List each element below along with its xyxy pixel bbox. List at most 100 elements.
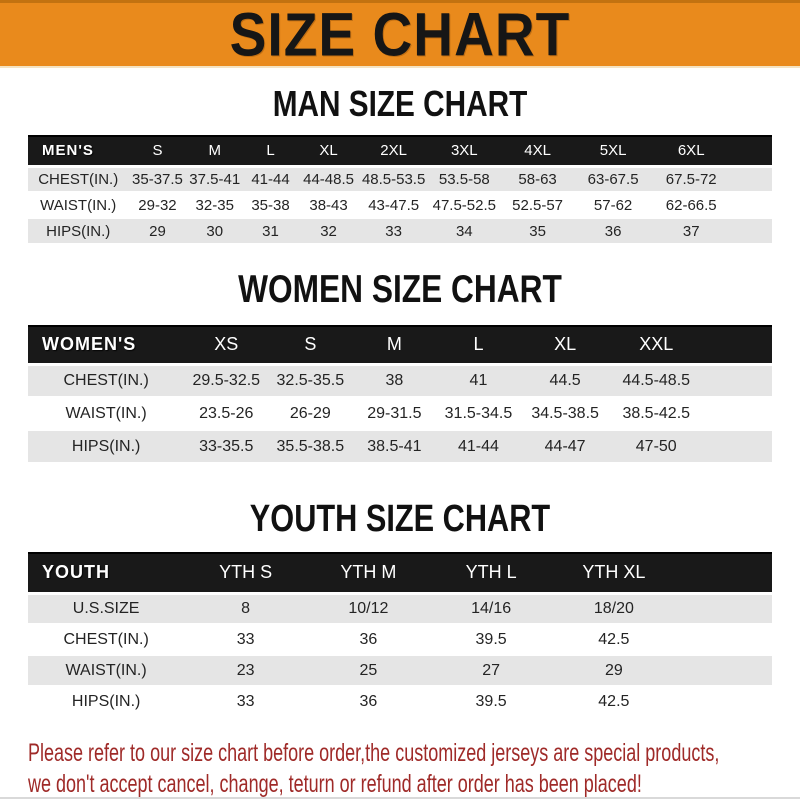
size-value-cell: 32 <box>298 218 360 245</box>
filler-cell <box>675 624 772 656</box>
men-size-table: MEN'S S M L XL 2XL 3XL 4XL 5XL 6XL CHEST(IN.) 35-37… <box>28 135 772 245</box>
table-row: HIPS(IN.) 29 30 31 32 33 34 35 36 37 <box>28 218 772 245</box>
size-value-cell: 35-37.5 <box>128 166 187 193</box>
size-column-header: S <box>128 135 187 168</box>
filler-cell <box>731 218 772 245</box>
size-value-cell: 47-50 <box>609 430 703 464</box>
section-women: WOMEN SIZE CHART WOMEN'S XS S M L XL XXL CHEST(… <box>0 266 800 464</box>
filler-cell <box>675 655 772 687</box>
size-column-header: M <box>186 135 243 168</box>
size-value-cell: 62-66.5 <box>651 192 731 219</box>
size-value-cell: 23.5-26 <box>184 397 269 431</box>
size-value-cell: 31.5-34.5 <box>436 397 521 431</box>
size-value-cell: 44.5-48.5 <box>609 364 703 398</box>
table-row: CHEST(IN.) 29.5-32.5 32.5-35.5 38 41 44.5 44.5… <box>28 364 772 398</box>
size-value-cell: 41-44 <box>243 166 299 193</box>
size-value-cell: 14/16 <box>429 593 553 625</box>
size-value-cell: 41 <box>436 364 521 398</box>
size-column-header: XS <box>184 325 269 366</box>
size-value-cell: 34.5-38.5 <box>520 397 610 431</box>
size-value-cell: 41-44 <box>436 430 521 464</box>
size-value-cell: 39.5 <box>429 624 553 656</box>
size-value-cell: 34 <box>428 218 501 245</box>
size-value-cell: 30 <box>186 218 243 245</box>
table-group-label: WOMEN'S <box>28 325 185 366</box>
measurement-label: CHEST(IN.) <box>28 364 185 398</box>
table-row: WAIST(IN.) 23.5-26 26-29 29-31.5 31.5-34.5 34… <box>28 397 772 431</box>
size-value-cell: 25 <box>306 655 430 687</box>
size-column-header: 5XL <box>574 135 652 168</box>
size-column-header: S <box>268 325 353 366</box>
size-value-cell: 31 <box>243 218 299 245</box>
filler-cell <box>731 135 772 168</box>
table-row: WAIST(IN.) 29-32 32-35 35-38 38-43 43-47.5 47.… <box>28 192 772 219</box>
filler-cell <box>731 192 772 219</box>
size-value-cell: 32.5-35.5 <box>268 364 353 398</box>
section-youth: YOUTH SIZE CHART YOUTH YTH S YTH M YTH L YTH… <box>0 497 800 718</box>
men-size-table-wrap: MEN'S S M L XL 2XL 3XL 4XL 5XL 6XL CHEST(IN.) 35-37… <box>0 135 800 245</box>
size-value-cell: 35 <box>500 218 575 245</box>
size-value-cell: 57-62 <box>574 192 652 219</box>
women-size-table-wrap: WOMEN'S XS S M L XL XXL CHEST(IN.) 29.5-32.5 32.5… <box>0 325 800 464</box>
filler-cell <box>702 325 772 366</box>
filler-cell <box>675 686 772 718</box>
size-chart-banner: SIZE CHART <box>0 0 800 69</box>
size-column-header: XXL <box>609 325 703 366</box>
size-value-cell: 23 <box>184 655 307 687</box>
size-value-cell: 29.5-32.5 <box>184 364 269 398</box>
size-value-cell: 29 <box>552 655 676 687</box>
size-value-cell: 36 <box>306 624 430 656</box>
measurement-label: WAIST(IN.) <box>28 192 129 219</box>
size-value-cell: 29-32 <box>128 192 187 219</box>
filler-cell <box>702 397 772 431</box>
size-value-cell: 52.5-57 <box>500 192 575 219</box>
size-value-cell: 39.5 <box>429 686 553 718</box>
size-value-cell: 37 <box>651 218 731 245</box>
table-row: U.S.SIZE 8 10/12 14/16 18/20 <box>28 593 772 625</box>
size-value-cell: 67.5-72 <box>651 166 731 193</box>
size-column-header: 3XL <box>428 135 501 168</box>
size-value-cell: 33 <box>359 218 429 245</box>
size-value-cell: 36 <box>306 686 430 718</box>
size-value-cell: 44.5 <box>520 364 610 398</box>
size-header-row: MEN'S S M L XL 2XL 3XL 4XL 5XL 6XL <box>28 135 772 168</box>
measurement-label: WAIST(IN.) <box>28 397 185 431</box>
size-value-cell: 53.5-58 <box>428 166 501 193</box>
size-column-header: L <box>243 135 299 168</box>
size-column-header: 4XL <box>500 135 575 168</box>
size-value-cell: 32-35 <box>186 192 243 219</box>
size-column-header: M <box>352 325 437 366</box>
banner-title: SIZE CHART <box>229 0 571 69</box>
section-heading-men: MAN SIZE CHART <box>272 82 528 125</box>
size-value-cell: 29-31.5 <box>352 397 437 431</box>
size-value-cell: 33 <box>184 686 307 718</box>
table-row: CHEST(IN.) 33 36 39.5 42.5 <box>28 624 772 656</box>
size-column-header: 6XL <box>651 135 731 168</box>
size-column-header: YTH M <box>306 552 430 595</box>
measurement-label: HIPS(IN.) <box>28 686 185 718</box>
size-value-cell: 29 <box>128 218 187 245</box>
size-header-row: YOUTH YTH S YTH M YTH L YTH XL <box>28 552 772 595</box>
size-value-cell: 38-43 <box>298 192 360 219</box>
size-value-cell: 44-48.5 <box>298 166 360 193</box>
size-value-cell: 27 <box>429 655 553 687</box>
size-column-header: YTH S <box>184 552 307 595</box>
measurement-label: HIPS(IN.) <box>28 218 129 245</box>
section-heading-women: WOMEN SIZE CHART <box>238 266 562 311</box>
size-column-header: L <box>436 325 521 366</box>
size-value-cell: 38.5-41 <box>352 430 437 464</box>
table-group-label: YOUTH <box>28 552 185 595</box>
size-column-header: YTH XL <box>552 552 676 595</box>
size-value-cell: 42.5 <box>552 624 676 656</box>
filler-cell <box>731 166 772 193</box>
size-value-cell: 63-67.5 <box>574 166 652 193</box>
filler-cell <box>675 552 772 595</box>
size-value-cell: 33 <box>184 624 307 656</box>
size-value-cell: 37.5-41 <box>186 166 243 193</box>
women-size-table: WOMEN'S XS S M L XL XXL CHEST(IN.) 29.5-32.5 32.5… <box>28 325 772 464</box>
measurement-label: CHEST(IN.) <box>28 166 129 193</box>
size-value-cell: 43-47.5 <box>359 192 429 219</box>
filler-cell <box>675 593 772 625</box>
size-header-row: WOMEN'S XS S M L XL XXL <box>28 325 772 366</box>
measurement-label: U.S.SIZE <box>28 593 185 625</box>
